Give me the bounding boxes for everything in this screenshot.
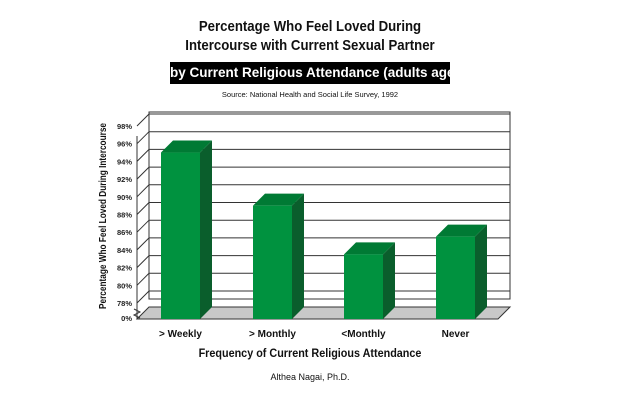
x-tick-label: <Monthly [341, 329, 386, 340]
y-tick-label: 92% [117, 175, 132, 184]
chart-source: Source: National Health and Social Life … [221, 90, 399, 99]
bar-side [292, 193, 304, 319]
bar-top [344, 242, 395, 255]
x-tick-label: Never [442, 329, 470, 340]
chart-title-line1: Percentage Who Feel Loved During [198, 18, 422, 35]
bar [253, 193, 304, 319]
y-tick-label: 98% [117, 122, 132, 131]
gridline [136, 131, 510, 145]
y-tick-label: 96% [117, 140, 132, 149]
y-tick-label: 82% [117, 264, 132, 273]
bar-top [161, 140, 212, 153]
bar-side [475, 224, 487, 319]
y-axis-label: Percentage Who Feel Loved During Interco… [98, 123, 109, 309]
y-tick-label: 86% [117, 228, 132, 237]
x-axis-label: Frequency of Current Religious Attendanc… [198, 346, 422, 360]
y-tick-label: 0% [121, 314, 132, 323]
axis-break-icon [132, 308, 142, 319]
chart-title-line2: Intercourse with Current Sexual Partner [185, 37, 435, 54]
gridline [136, 184, 510, 198]
gridline [136, 219, 510, 233]
x-tick-label: > Weekly [159, 329, 202, 340]
y-tick-label: 84% [117, 246, 132, 255]
x-tick-label: > Monthly [249, 329, 296, 340]
bar-front [253, 205, 292, 319]
bar-side [200, 140, 212, 319]
bar-top [253, 193, 304, 206]
bar-top [436, 224, 487, 237]
bar-front [436, 236, 475, 319]
y-tick-label: 88% [117, 211, 132, 220]
gridline [136, 202, 510, 215]
bar [344, 242, 395, 319]
bar-front [344, 254, 383, 319]
bar-front [161, 152, 200, 319]
chart-author: Althea Nagai, Ph.D. [270, 372, 350, 382]
chart-subtitle: by Current Religious Attendance (adults … [170, 62, 506, 84]
y-tick-label: 80% [117, 281, 132, 290]
bar-side [383, 242, 395, 319]
y-tick-label: 78% [117, 299, 132, 308]
bar [161, 140, 212, 319]
gridline [136, 113, 510, 127]
gridline [136, 166, 510, 180]
bar [436, 224, 487, 319]
y-tick-label: 94% [117, 157, 132, 166]
gridline [136, 148, 510, 162]
gridline [136, 237, 510, 251]
y-tick-label: 90% [117, 193, 132, 202]
